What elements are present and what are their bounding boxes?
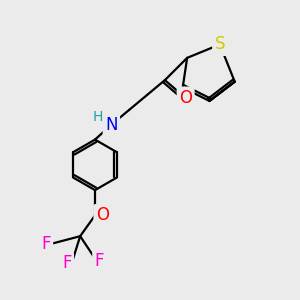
Text: F: F [41,235,51,253]
Text: N: N [105,116,118,134]
Text: H: H [93,110,103,124]
Text: O: O [179,89,192,107]
Text: F: F [95,253,104,271]
Text: F: F [62,254,71,272]
Text: O: O [96,206,109,224]
Text: S: S [214,35,225,53]
